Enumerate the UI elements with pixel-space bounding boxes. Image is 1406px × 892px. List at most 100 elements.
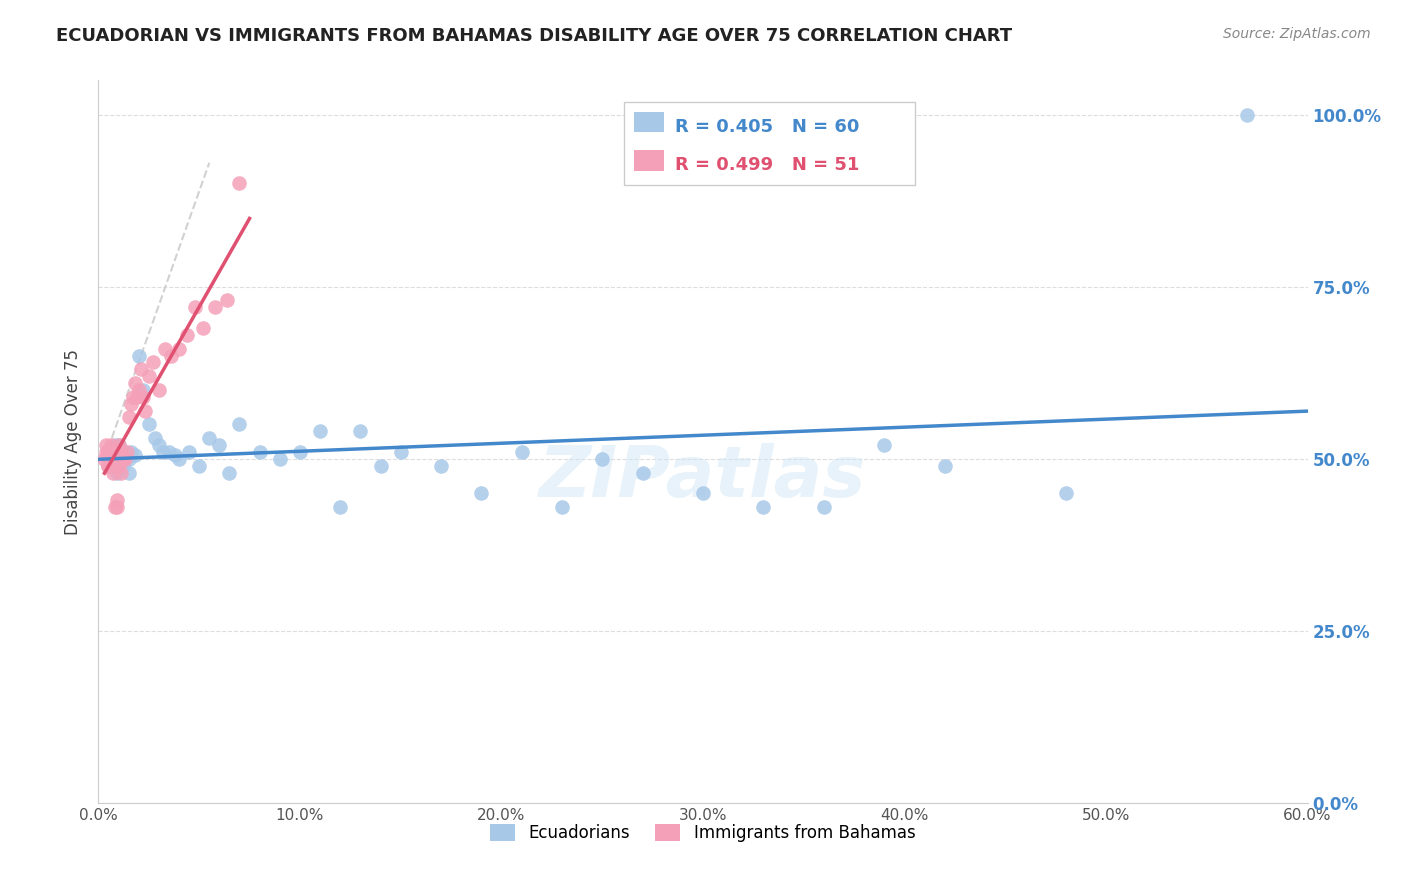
Point xyxy=(551,500,574,514)
Text: R = 0.405   N = 60: R = 0.405 N = 60 xyxy=(675,118,859,136)
Point xyxy=(124,448,146,462)
Point xyxy=(107,445,129,459)
Point xyxy=(103,445,125,459)
Point xyxy=(111,451,134,466)
Point xyxy=(96,438,118,452)
Point xyxy=(97,448,120,462)
Legend: Ecuadorians, Immigrants from Bahamas: Ecuadorians, Immigrants from Bahamas xyxy=(484,817,922,848)
FancyBboxPatch shape xyxy=(634,151,664,170)
Point xyxy=(934,458,956,473)
Point xyxy=(591,451,613,466)
Point xyxy=(148,383,170,397)
Point xyxy=(101,466,124,480)
Point xyxy=(470,486,492,500)
Point xyxy=(153,342,176,356)
Point xyxy=(631,466,654,480)
Point xyxy=(125,390,148,404)
Point xyxy=(101,458,124,473)
Point xyxy=(349,424,371,438)
Point xyxy=(269,451,291,466)
Point xyxy=(288,445,311,459)
Point xyxy=(110,466,132,480)
Point xyxy=(103,451,125,466)
Point xyxy=(370,458,392,473)
Point xyxy=(430,458,453,473)
Point xyxy=(107,458,129,473)
Point xyxy=(176,327,198,342)
Point xyxy=(752,500,775,514)
Point xyxy=(101,445,124,459)
Point xyxy=(179,445,201,459)
Point xyxy=(138,417,160,432)
Y-axis label: Disability Age Over 75: Disability Age Over 75 xyxy=(65,349,83,534)
Point xyxy=(129,362,152,376)
Point xyxy=(193,321,215,335)
Point xyxy=(152,445,174,459)
Point xyxy=(97,458,120,473)
Point xyxy=(97,451,120,466)
Text: ZIPatlas: ZIPatlas xyxy=(540,443,866,512)
Point xyxy=(97,458,120,473)
Point xyxy=(101,445,124,459)
Point xyxy=(142,355,165,369)
Point xyxy=(184,301,207,315)
Point xyxy=(120,397,142,411)
Point xyxy=(143,431,166,445)
Point xyxy=(107,448,129,462)
Point xyxy=(105,451,128,466)
Point xyxy=(100,438,122,452)
Point xyxy=(124,376,146,390)
Point xyxy=(120,445,142,459)
Point xyxy=(107,438,129,452)
Point xyxy=(101,455,124,469)
Point xyxy=(1054,486,1077,500)
Point xyxy=(114,451,136,466)
Point xyxy=(204,301,226,315)
Point xyxy=(208,438,231,452)
Point xyxy=(692,486,714,500)
Point xyxy=(107,438,129,452)
Point xyxy=(103,438,125,452)
Point xyxy=(134,403,156,417)
Point xyxy=(813,500,835,514)
Point xyxy=(309,424,332,438)
Point xyxy=(249,445,271,459)
Point xyxy=(111,458,134,473)
Point xyxy=(97,458,120,473)
Point xyxy=(160,349,183,363)
Point xyxy=(128,349,150,363)
Point xyxy=(110,445,132,459)
Point xyxy=(148,438,170,452)
Point xyxy=(107,445,129,459)
Point xyxy=(103,500,125,514)
Point xyxy=(218,466,240,480)
Point xyxy=(138,369,160,384)
Point xyxy=(96,445,118,459)
Point xyxy=(132,383,155,397)
Point xyxy=(107,451,129,466)
Point xyxy=(97,451,120,466)
Point xyxy=(93,451,115,466)
Point xyxy=(105,493,128,508)
Point xyxy=(107,451,129,466)
Text: ECUADORIAN VS IMMIGRANTS FROM BAHAMAS DISABILITY AGE OVER 75 CORRELATION CHART: ECUADORIAN VS IMMIGRANTS FROM BAHAMAS DI… xyxy=(56,27,1012,45)
Point xyxy=(1236,108,1258,122)
Text: R = 0.499   N = 51: R = 0.499 N = 51 xyxy=(675,156,859,174)
Point xyxy=(100,448,122,462)
Point xyxy=(111,451,134,466)
Point xyxy=(228,177,250,191)
Point xyxy=(163,448,186,462)
Point xyxy=(115,448,138,462)
Point xyxy=(198,431,221,445)
Point xyxy=(217,293,239,308)
Point xyxy=(128,383,150,397)
Point xyxy=(97,445,120,459)
Point xyxy=(107,448,129,462)
Point xyxy=(101,451,124,466)
Point xyxy=(97,448,120,462)
Point xyxy=(167,451,190,466)
Point xyxy=(114,445,136,459)
Point xyxy=(157,445,180,459)
Point xyxy=(118,451,141,466)
Point xyxy=(105,448,128,462)
